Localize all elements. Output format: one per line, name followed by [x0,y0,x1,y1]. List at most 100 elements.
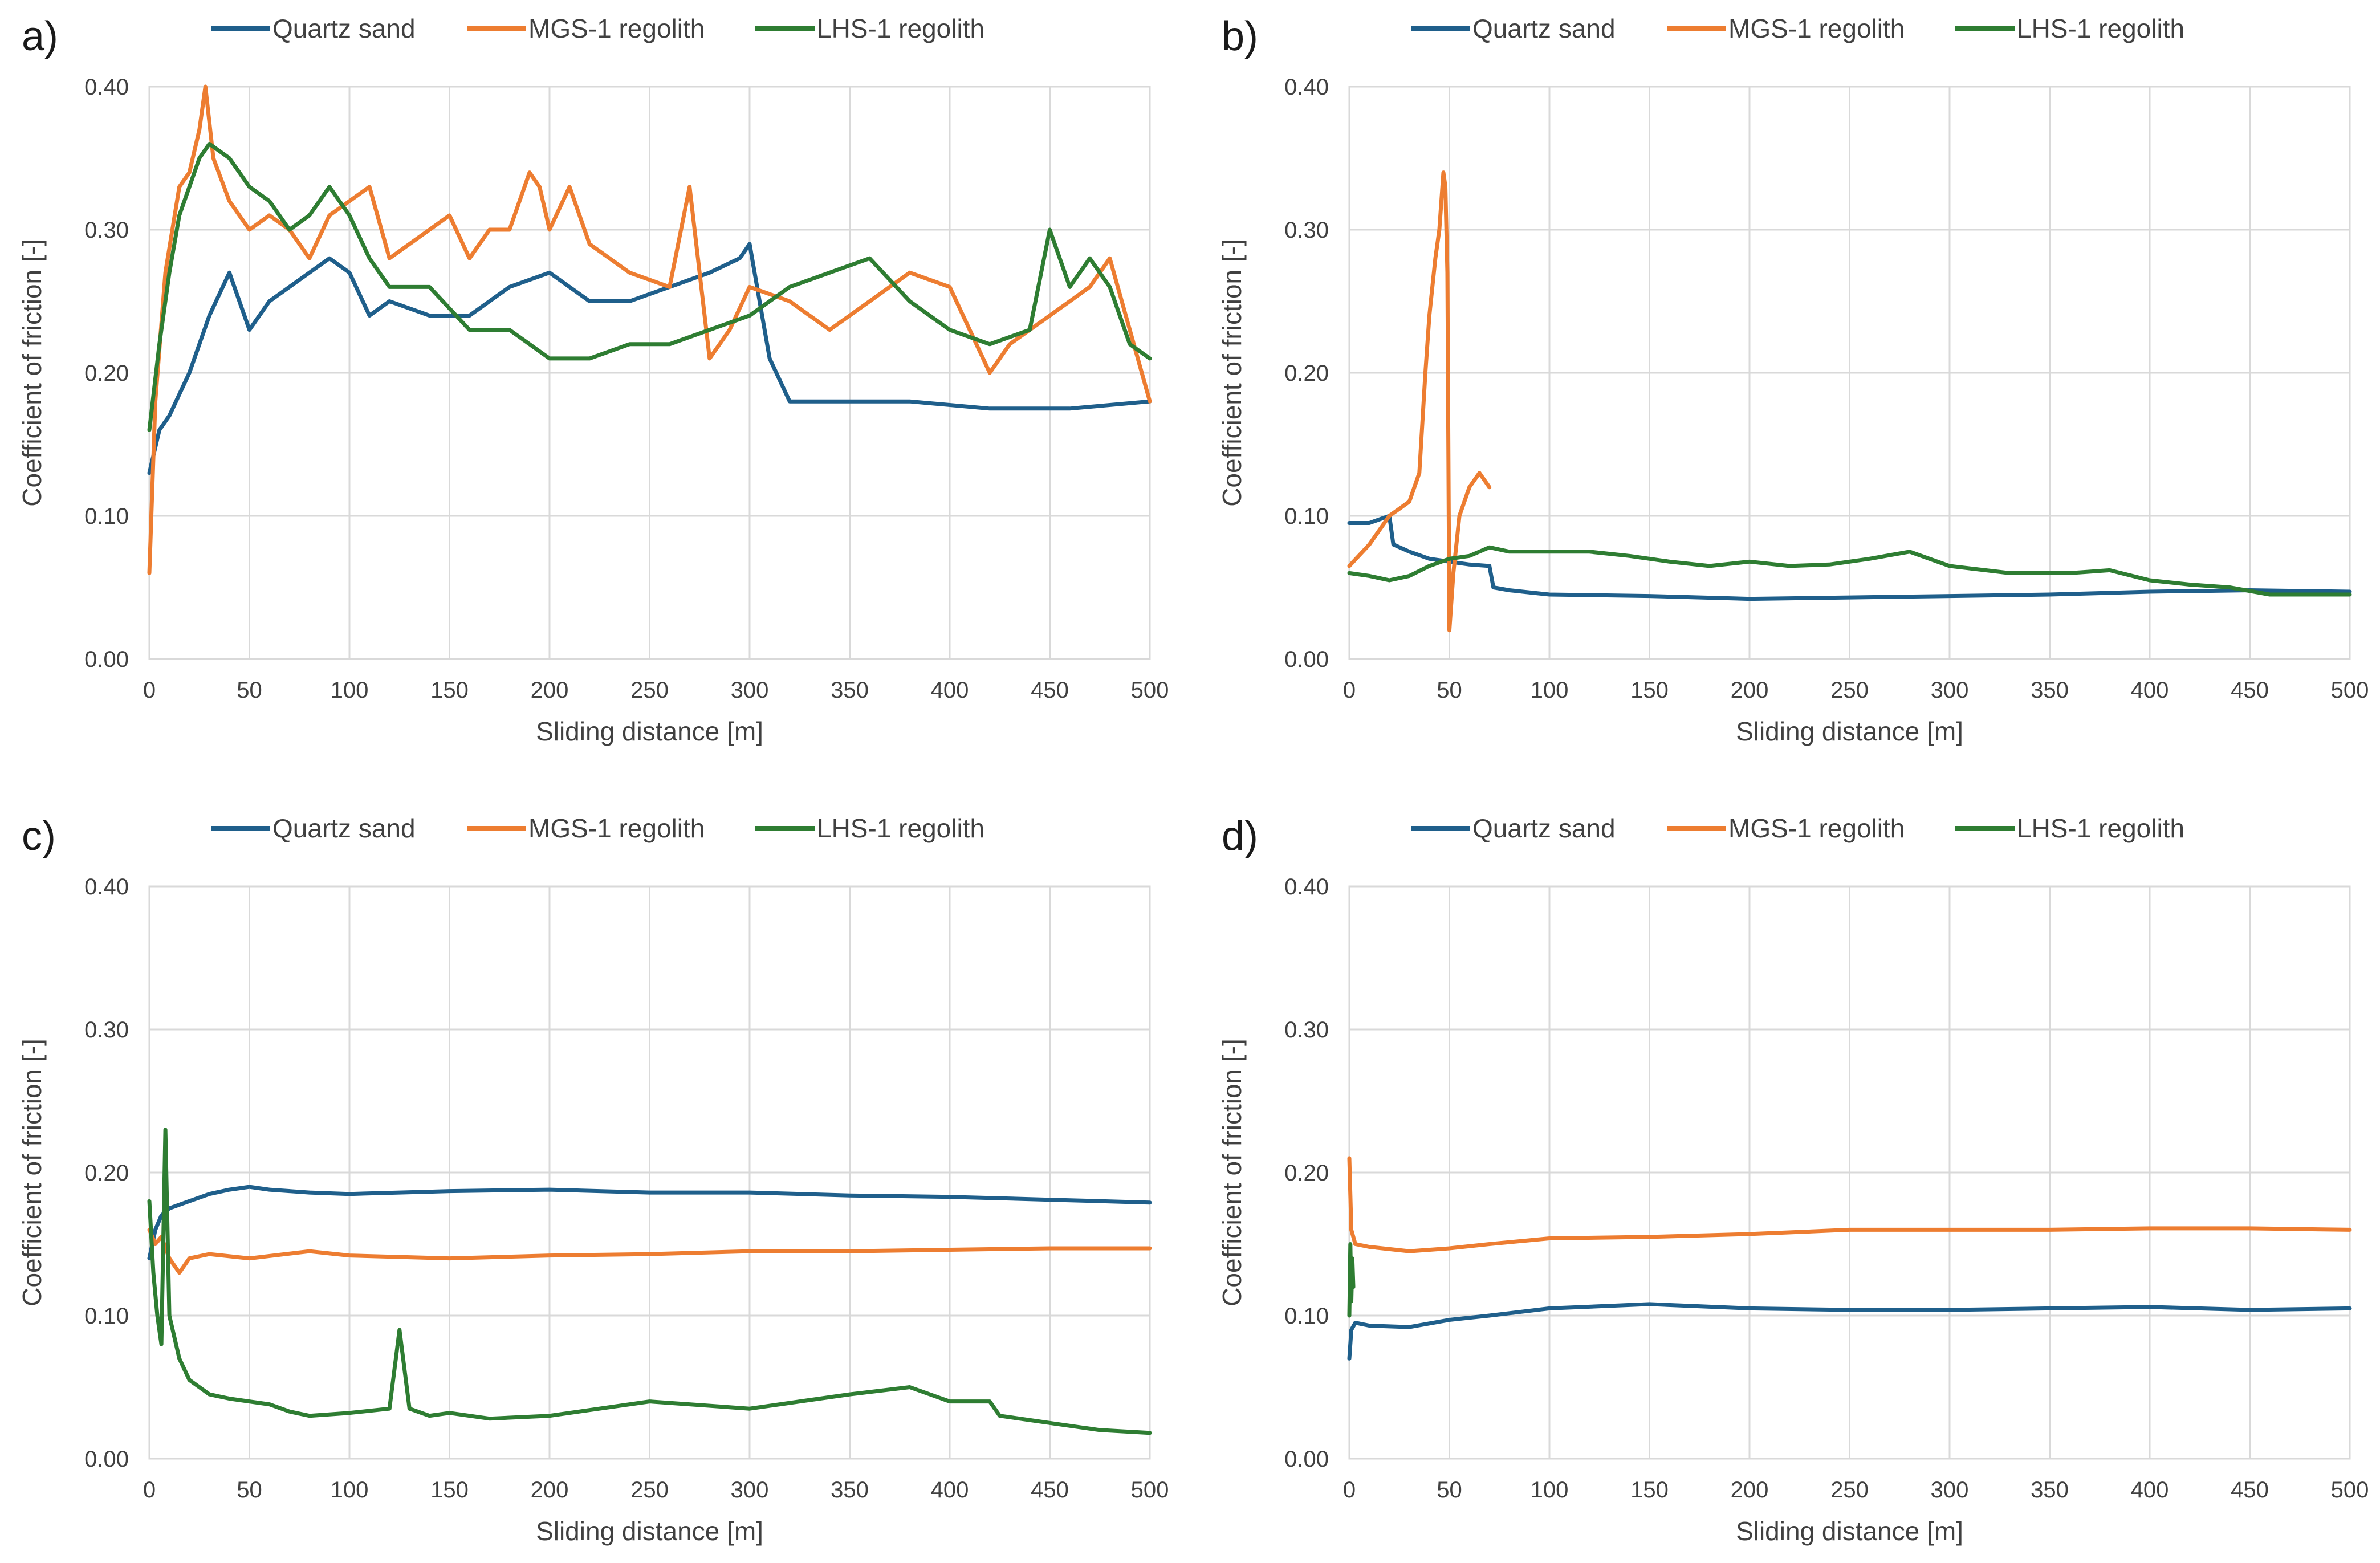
y-tick-label: 0.00 [1284,647,1329,672]
x-tick-label: 150 [430,678,469,703]
x-tick-label: 100 [331,1477,369,1503]
x-tick-label: 450 [2231,678,2269,703]
legend-label: Quartz sand [1472,813,1616,843]
x-tick-label: 350 [831,1477,869,1503]
x-tick-label: 450 [1031,1477,1069,1503]
y-tick-label: 0.00 [84,1447,129,1472]
x-tick-label: 250 [630,1477,669,1503]
y-tick-label: 0.20 [84,361,129,386]
x-tick-label: 300 [731,678,769,703]
x-tick-label: 400 [931,1477,969,1503]
y-tick-label: 0.40 [84,75,129,100]
x-tick-label: 100 [1531,678,1569,703]
x-tick-label: 250 [1830,1477,1869,1503]
x-tick-label: 0 [143,678,156,703]
x-tick-label: 500 [1131,678,1169,703]
y-tick-label: 0.20 [84,1161,129,1186]
x-tick-label: 150 [430,1477,469,1503]
x-tick-label: 300 [1931,1477,1969,1503]
x-tick-label: 250 [1830,678,1869,703]
plot-frame [148,885,1151,1460]
y-tick-label: 0.30 [84,1017,129,1043]
series-line-mgs [1347,170,1492,633]
x-axis-title: Sliding distance [m] [536,1516,763,1546]
series-line-lhs [147,1128,1152,1435]
panel-label: d) [1222,813,1258,859]
x-tick-label: 200 [531,678,569,703]
x-tick-label: 50 [1437,1477,1462,1503]
x-tick-label: 450 [1031,678,1069,703]
panel-label: c) [22,813,56,859]
x-tick-label: 200 [1731,678,1769,703]
legend-label: LHS-1 regolith [2017,14,2184,43]
y-tick-label: 0.20 [1284,1161,1329,1186]
x-tick-label: 0 [1343,678,1356,703]
y-tick-label: 0.10 [1284,504,1329,529]
legend: Quartz sand MGS-1 regolith LHS-1 regolith [1411,813,2184,843]
x-tick-label: 50 [1437,678,1462,703]
y-axis-title: Coefficient of friction [-] [1217,1039,1247,1306]
y-tick-label: 0.00 [1284,1447,1329,1472]
series-line-mgs [147,84,1152,575]
series-line-quartz [147,1185,1152,1261]
legend-label: Quartz sand [272,813,416,843]
x-tick-label: 500 [2331,678,2369,703]
x-tick-label: 500 [1131,1477,1169,1503]
y-tick-label: 0.00 [84,647,129,672]
legend-label: MGS-1 regolith [528,813,705,843]
series-line-quartz [147,242,1152,475]
legend: Quartz sand MGS-1 regolith LHS-1 regolith [211,14,984,43]
y-tick-label: 0.10 [84,504,129,529]
series-line-quartz [1347,514,2352,601]
y-tick-label: 0.10 [1284,1304,1329,1329]
x-tick-label: 500 [2331,1477,2369,1503]
x-tick-label: 100 [1531,1477,1569,1503]
legend-label: LHS-1 regolith [817,14,984,43]
y-tick-label: 0.40 [1284,874,1329,899]
y-tick-label: 0.20 [1284,361,1329,386]
y-axis-title: Coefficient of friction [-] [17,1039,47,1306]
legend-label: MGS-1 regolith [1728,813,1905,843]
x-tick-label: 450 [2231,1477,2269,1503]
chart-panel: a) 0 50 100 150 200 250 300 350 400 450 500 0.00 0.10… [17,14,1169,746]
panel-label: a) [22,14,58,59]
x-tick-label: 200 [1731,1477,1769,1503]
series-line-quartz [1347,1302,2352,1361]
plot-frame [148,86,1151,660]
y-tick-label: 0.10 [84,1304,129,1329]
series-line-mgs [1347,1156,2352,1253]
x-tick-label: 300 [1931,678,1969,703]
x-tick-label: 350 [2031,678,2069,703]
x-tick-label: 50 [237,1477,262,1503]
y-tick-label: 0.40 [1284,75,1329,100]
x-tick-label: 400 [931,678,969,703]
y-tick-label: 0.30 [84,218,129,243]
x-tick-label: 400 [2131,1477,2169,1503]
legend: Quartz sand MGS-1 regolith LHS-1 regolith [211,813,984,843]
legend: Quartz sand MGS-1 regolith LHS-1 regolith [1411,14,2184,43]
x-tick-label: 0 [143,1477,156,1503]
x-tick-label: 250 [630,678,669,703]
legend-label: Quartz sand [1472,14,1616,43]
chart-panel: b) 0 50 100 150 200 250 300 350 400 450 500 0.00 0.10… [1217,14,2369,746]
chart-panel: c) 0 50 100 150 200 250 300 350 400 450 500 0.00 0.10… [17,813,1169,1546]
x-tick-label: 150 [1630,1477,1669,1503]
series-line-lhs [1347,1242,1356,1318]
y-tick-label: 0.30 [1284,218,1329,243]
y-axis-title: Coefficient of friction [-] [17,239,47,507]
series-line-lhs [1347,545,2352,597]
x-axis-title: Sliding distance [m] [536,717,763,746]
x-tick-label: 150 [1630,678,1669,703]
legend-label: Quartz sand [272,14,416,43]
plot-frame [1348,86,2351,660]
series-line-lhs [147,141,1152,432]
y-axis-title: Coefficient of friction [-] [1217,239,1247,507]
x-tick-label: 350 [2031,1477,2069,1503]
legend-label: MGS-1 regolith [1728,14,1905,43]
x-tick-label: 200 [531,1477,569,1503]
x-tick-label: 50 [237,678,262,703]
legend-label: MGS-1 regolith [528,14,705,43]
x-axis-title: Sliding distance [m] [1736,1516,1963,1546]
